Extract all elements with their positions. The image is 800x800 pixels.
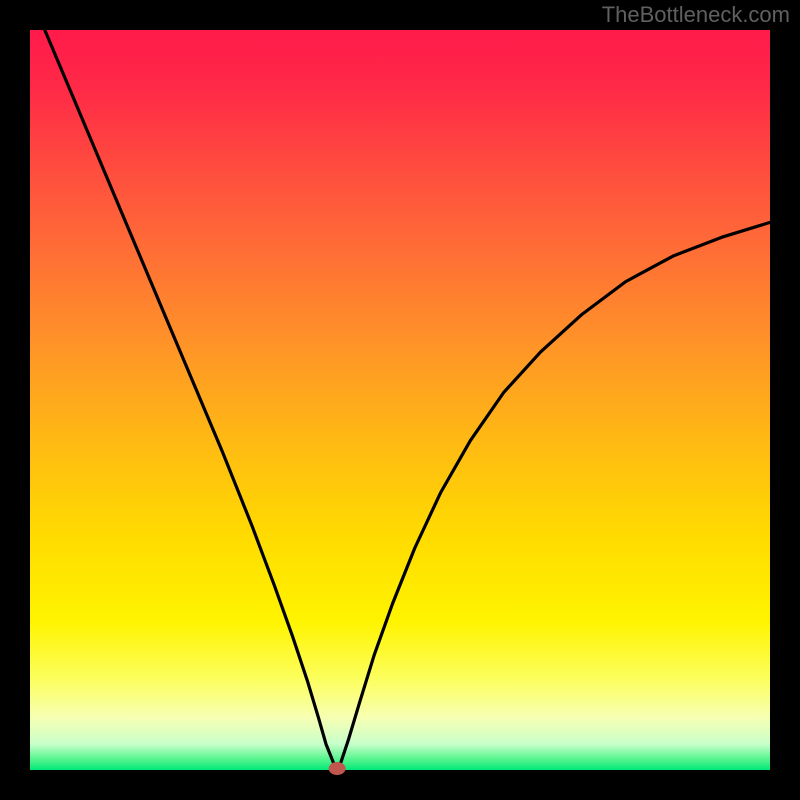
chart-svg bbox=[0, 0, 800, 800]
plot-background bbox=[30, 30, 770, 770]
watermark-text: TheBottleneck.com bbox=[602, 2, 790, 28]
chart-container: TheBottleneck.com bbox=[0, 0, 800, 800]
minimum-marker bbox=[329, 763, 345, 775]
